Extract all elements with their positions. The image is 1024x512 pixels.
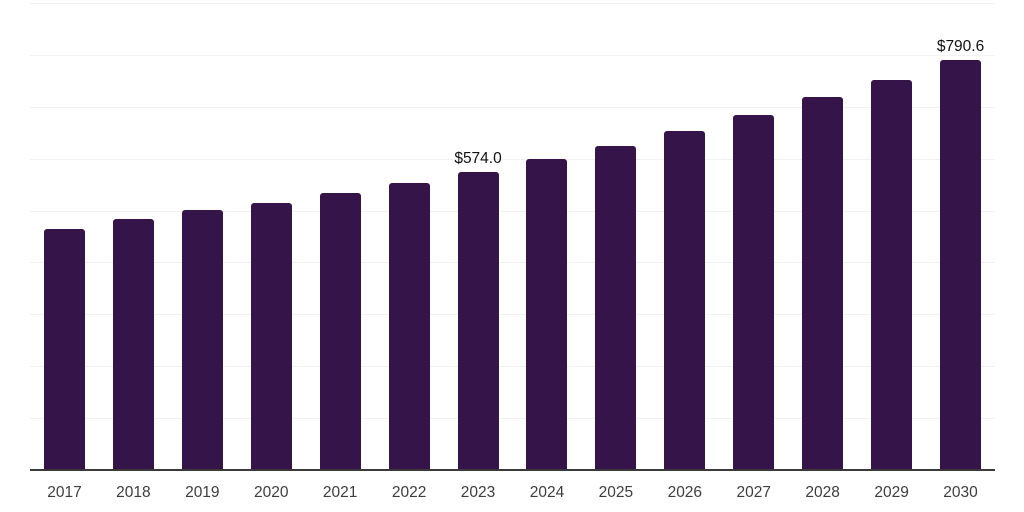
gridline-y300 <box>30 314 995 316</box>
bar-2029 <box>871 79 913 470</box>
x-axis-label-2021: 2021 <box>322 484 358 501</box>
bar-2021 <box>319 192 361 470</box>
bar-2030 <box>940 59 982 470</box>
bar-2024 <box>526 158 568 470</box>
x-axis-label-2022: 2022 <box>391 484 427 501</box>
bar-value-label-2030: $790.6 <box>936 37 985 55</box>
x-axis-label-2017: 2017 <box>47 484 82 501</box>
bar-2025 <box>595 145 637 470</box>
gridline-y800 <box>30 54 995 56</box>
bar-2026 <box>664 131 706 470</box>
gridline-y100 <box>30 418 995 420</box>
x-axis-label-2019: 2019 <box>185 484 220 501</box>
bar-2023 <box>457 172 499 470</box>
x-axis-label-2023: 2023 <box>460 484 496 501</box>
bar-2019 <box>181 210 223 470</box>
x-axis-label-2030: 2030 <box>943 484 978 501</box>
bar-2018 <box>112 219 154 470</box>
x-axis-label-2026: 2026 <box>667 484 703 501</box>
x-axis-label-2029: 2029 <box>874 484 909 501</box>
gridline-y200 <box>30 366 995 368</box>
x-axis-line <box>30 469 995 471</box>
bar-2020 <box>250 203 292 470</box>
x-axis-label-2028: 2028 <box>805 484 840 501</box>
x-axis-label-2018: 2018 <box>116 484 151 501</box>
bar-2017 <box>43 228 85 470</box>
bar-2027 <box>733 115 775 470</box>
x-axis-label-2025: 2025 <box>598 484 634 501</box>
x-axis-label-2020: 2020 <box>254 484 289 501</box>
bar-2022 <box>388 182 430 470</box>
gridline-y900 <box>30 3 995 4</box>
gridline-y500 <box>30 210 995 212</box>
gridline-y600 <box>30 158 995 160</box>
bar-2028 <box>802 97 844 470</box>
bar-value-label-2023: $574.0 <box>454 150 502 168</box>
gridline-y700 <box>30 106 995 108</box>
gridline-y400 <box>30 262 995 264</box>
x-axis-label-2027: 2027 <box>736 484 771 501</box>
x-axis-label-2024: 2024 <box>529 484 565 501</box>
